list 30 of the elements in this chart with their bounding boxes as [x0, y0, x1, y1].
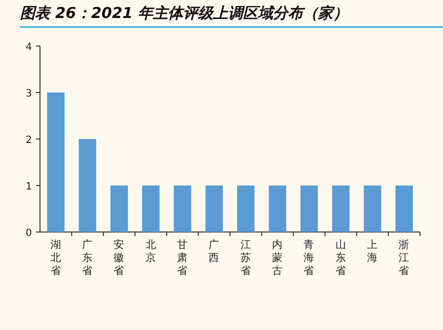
x-tick-label: 山东省: [335, 238, 346, 277]
bar: [395, 186, 413, 232]
x-tick-label: 湖北省: [50, 239, 62, 277]
x-tick-label: 内蒙古: [272, 238, 283, 277]
y-tick-label: 3: [26, 88, 32, 100]
y-tick-label: 4: [26, 42, 32, 53]
x-tick-label: 安徽省: [114, 238, 125, 277]
x-tick-label: 上海: [367, 238, 378, 264]
bar: [268, 186, 286, 232]
x-tick-label: 浙江省: [398, 238, 410, 277]
bar: [78, 139, 96, 232]
bar: [142, 186, 160, 232]
x-tick-label: 青海省: [304, 238, 315, 277]
bar: [300, 186, 318, 232]
bar: [174, 186, 192, 232]
bar: [332, 186, 350, 232]
bar: [205, 186, 223, 232]
x-tick-label: 广西: [208, 238, 220, 264]
y-tick-label: 0: [26, 228, 32, 239]
y-tick-label: 1: [26, 182, 32, 192]
bar: [47, 92, 65, 232]
bar: [110, 186, 128, 232]
x-tick-label: 广东省: [82, 238, 93, 277]
x-tick-label: 甘肃省: [177, 238, 188, 277]
bar: [237, 186, 255, 232]
x-tick-label: 北京: [145, 238, 156, 264]
y-tick-label: 2: [26, 135, 32, 146]
chart-title: 图表 26：2021 年主体评级上调区域分布（家）: [20, 4, 348, 22]
x-tick-label: 江苏省: [240, 239, 252, 277]
bar: [364, 186, 382, 232]
